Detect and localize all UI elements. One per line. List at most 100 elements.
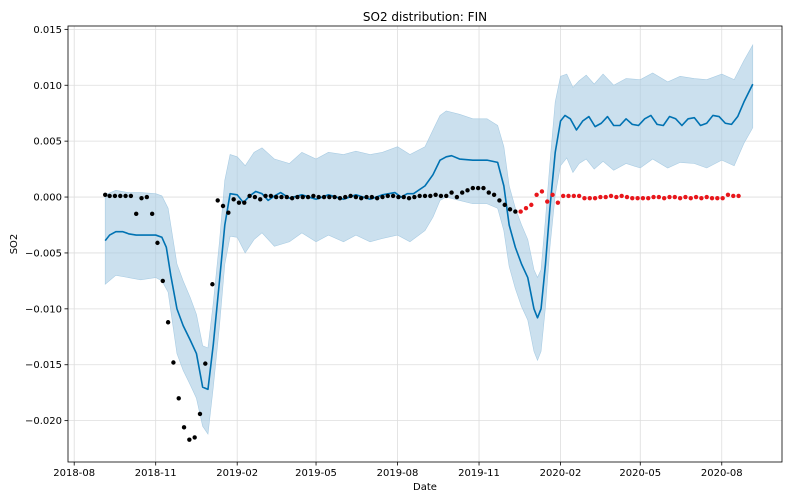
observed-data-point — [513, 209, 518, 214]
uncertainty-band-layer — [104, 43, 754, 435]
plot-frame — [67, 25, 783, 463]
test-data-point — [672, 194, 678, 200]
observed-data-point — [502, 202, 507, 208]
test-data-point — [624, 194, 630, 200]
observed-data-point — [475, 185, 481, 191]
test-data-point — [619, 193, 624, 199]
observed-data-point — [284, 194, 290, 200]
observed-data-point — [155, 240, 160, 246]
observed-data-point — [481, 185, 486, 191]
test-data-point — [582, 195, 587, 201]
test-data-point — [667, 194, 672, 200]
test-data-point — [656, 194, 662, 200]
x-tick-label: 2018-11 — [135, 468, 177, 479]
observed-data-point — [210, 282, 215, 287]
observed-data-point — [332, 194, 337, 200]
test-data-point — [693, 194, 699, 200]
observed-data-point — [187, 437, 192, 442]
observed-data-point — [454, 194, 460, 200]
observed-data-point — [220, 203, 226, 209]
observed-data-point — [273, 194, 279, 200]
observed-data-point — [144, 194, 150, 200]
observed-data-point — [171, 360, 176, 365]
test-data-point — [630, 195, 635, 201]
observed-data-point — [197, 411, 203, 417]
x-tick-label: 2020-02 — [540, 468, 582, 479]
observed-data-point — [507, 207, 513, 212]
observed-data-point — [390, 193, 396, 199]
observed-data-point — [353, 194, 359, 200]
test-data-point — [598, 194, 603, 200]
observed-data-point — [470, 185, 476, 191]
observed-data-point — [433, 192, 438, 198]
observed-data-point — [165, 320, 171, 325]
observed-data-point — [369, 194, 375, 200]
observed-data-point — [300, 194, 305, 200]
forecast-line — [104, 83, 754, 391]
test-data-point — [725, 192, 731, 198]
test-data-point — [699, 195, 704, 201]
y-tick-label: −0.015 — [25, 360, 62, 371]
test-data-point — [603, 194, 608, 200]
observed-data-point — [491, 192, 497, 198]
test-data-point — [683, 194, 688, 200]
observed-data-point — [160, 278, 165, 284]
y-tick-label: 0.010 — [33, 81, 62, 92]
data-points-layer — [103, 185, 741, 442]
observed-data-point — [181, 425, 187, 430]
observed-data-point — [289, 195, 295, 201]
observed-data-point — [374, 195, 380, 201]
x-tick-label: 2020-08 — [701, 468, 743, 479]
observed-data-point — [428, 193, 433, 199]
observed-data-point — [422, 193, 428, 199]
test-data-point — [529, 202, 534, 208]
observed-data-point — [128, 193, 134, 199]
observed-data-point — [438, 193, 444, 199]
y-tick-label: −0.005 — [25, 248, 62, 259]
observed-data-point — [215, 198, 220, 203]
observed-data-point — [123, 193, 128, 199]
test-data-point — [587, 195, 592, 201]
observed-data-point — [385, 193, 390, 199]
observed-data-point — [497, 198, 502, 203]
observed-data-point — [401, 194, 406, 200]
observed-data-point — [268, 193, 274, 199]
test-data-point — [518, 209, 523, 214]
x-tick-label: 2020-05 — [619, 468, 661, 479]
test-data-point — [736, 193, 741, 199]
observed-data-point — [380, 194, 385, 200]
observed-data-point — [112, 193, 118, 199]
observed-data-point — [139, 195, 144, 201]
test-data-point — [545, 199, 550, 204]
test-data-point — [709, 195, 715, 201]
observed-data-point — [149, 211, 155, 217]
x-axis-ticks: 2018-08 2018-11 2019-02 2019-05 2019-08 2019-… — [53, 462, 743, 479]
test-data-point — [704, 194, 709, 200]
test-data-point — [635, 195, 640, 201]
y-axis-ticks: −0.020 −0.015 −0.010 −0.005 0.000 0.005 0.010 0… — [25, 25, 68, 427]
test-data-point — [720, 195, 725, 201]
x-tick-label: 2019-11 — [458, 468, 500, 479]
test-data-point — [560, 193, 566, 199]
observed-data-point — [412, 194, 417, 200]
y-tick-label: 0.000 — [33, 193, 62, 204]
test-data-point — [555, 200, 561, 205]
observed-data-point — [103, 192, 108, 198]
observed-data-point — [465, 188, 470, 193]
y-tick-label: −0.010 — [25, 304, 62, 315]
test-data-point — [534, 192, 539, 198]
observed-data-point — [396, 194, 401, 200]
y-tick-label: −0.020 — [25, 416, 62, 427]
y-tick-label: 0.005 — [33, 137, 62, 148]
x-tick-label: 2019-02 — [216, 468, 258, 479]
observed-data-point — [311, 193, 316, 199]
y-tick-label: 0.015 — [33, 25, 62, 36]
observed-data-point — [279, 194, 284, 200]
observed-data-point — [343, 194, 348, 200]
observed-data-point — [449, 190, 454, 195]
observed-data-point — [295, 194, 300, 200]
chart-title: SO2 distribution: FIN — [363, 10, 487, 24]
test-data-point — [651, 194, 656, 200]
x-axis-title: Date — [413, 482, 437, 493]
observed-data-point — [316, 194, 321, 200]
